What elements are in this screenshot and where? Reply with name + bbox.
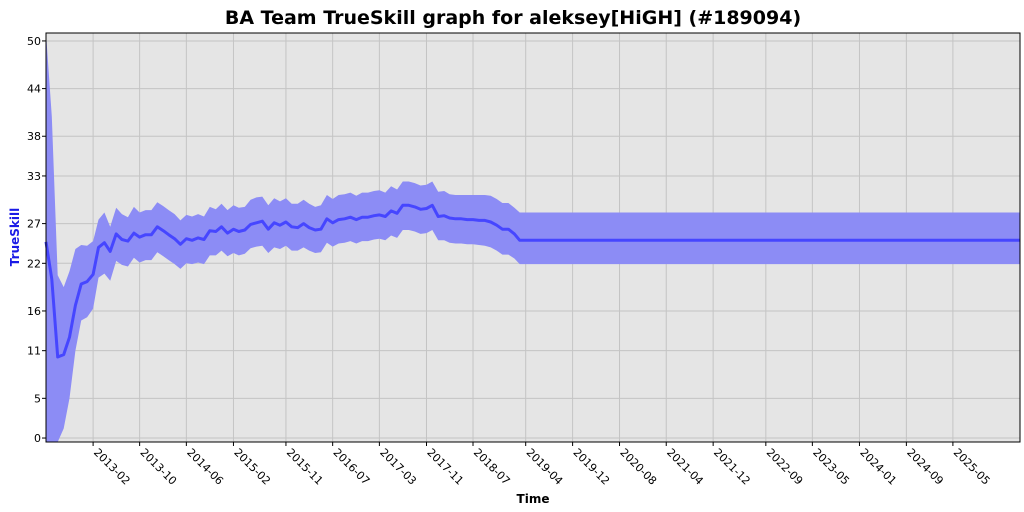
y-tick-label: 11 — [27, 345, 41, 358]
y-tick-label: 50 — [27, 35, 41, 48]
chart-title: BA Team TrueSkill graph for aleksey[HiGH… — [225, 7, 801, 29]
y-tick-label: 5 — [34, 392, 41, 405]
plot-frame — [45, 32, 1021, 443]
y-tick-label: 0 — [34, 432, 41, 445]
y-tick-label: 38 — [27, 130, 41, 143]
x-axis-label: Time — [517, 492, 550, 506]
y-tick-label: 44 — [27, 83, 41, 96]
y-axis-label: TrueSkill — [8, 208, 22, 266]
y-tick-label: 22 — [27, 257, 41, 270]
y-tick-label: 27 — [27, 218, 41, 231]
uncertainty-band — [46, 33, 1020, 442]
trueskill-line — [44, 203, 1020, 359]
y-tick-label: 33 — [27, 170, 41, 183]
y-tick-label: 16 — [27, 305, 41, 318]
y-axis-ticks: 0 5 11 16 22 27 33 38 44 50 — [27, 35, 46, 445]
